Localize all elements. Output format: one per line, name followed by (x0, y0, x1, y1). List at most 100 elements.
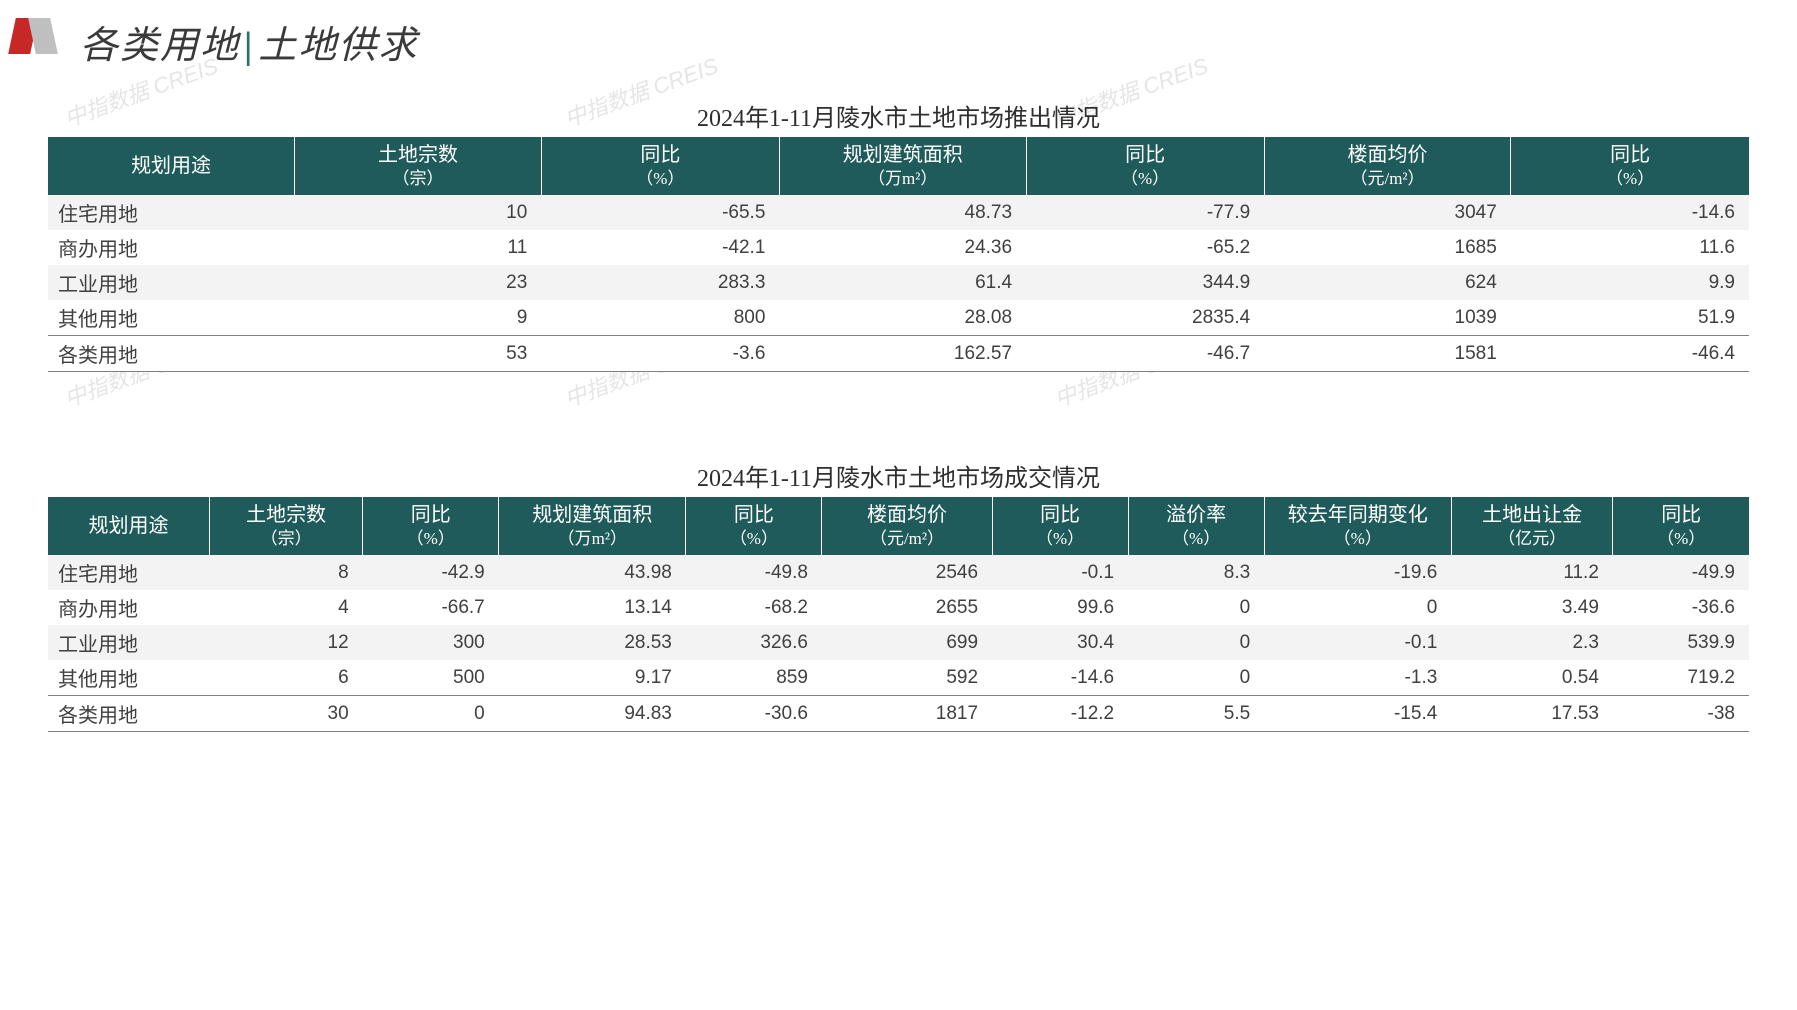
cell: 326.6 (686, 625, 822, 660)
cell: 0.54 (1451, 660, 1613, 696)
cell: -65.2 (1026, 230, 1264, 265)
cell: -12.2 (992, 696, 1128, 732)
cell: 11.2 (1451, 555, 1613, 590)
cell: 0 (1264, 590, 1451, 625)
column-header: 楼面均价（元/m²） (1264, 137, 1511, 195)
table-row: 商办用地11-42.124.36-65.2168511.6 (48, 230, 1749, 265)
cell: 0 (363, 696, 499, 732)
column-header: 同比（%） (363, 497, 499, 555)
cell: -49.9 (1613, 555, 1749, 590)
cell: -3.6 (541, 336, 779, 372)
table1-section: 2024年1-11月陵水市土地市场推出情况 规划用途土地宗数（宗）同比（%）规划… (48, 98, 1749, 372)
cell: 23 (295, 265, 542, 300)
cell: 2546 (822, 555, 992, 590)
cell: 8 (210, 555, 363, 590)
cell: -49.8 (686, 555, 822, 590)
column-header: 同比（%） (992, 497, 1128, 555)
column-header: 同比（%） (1511, 137, 1749, 195)
cell: 28.53 (499, 625, 686, 660)
column-header: 同比（%） (1026, 137, 1264, 195)
cell: 539.9 (1613, 625, 1749, 660)
column-header: 规划建筑面积（万m²） (779, 137, 1026, 195)
cell: -46.7 (1026, 336, 1264, 372)
row-label: 住宅用地 (48, 195, 295, 230)
cell: -42.1 (541, 230, 779, 265)
table-row: 其他用地980028.082835.4103951.9 (48, 300, 1749, 336)
column-header: 土地宗数（宗） (295, 137, 542, 195)
column-header: 规划用途 (48, 137, 295, 195)
cell: 719.2 (1613, 660, 1749, 696)
cell: 9 (295, 300, 542, 336)
cell: 11.6 (1511, 230, 1749, 265)
cell: 2.3 (1451, 625, 1613, 660)
cell: -14.6 (1511, 195, 1749, 230)
table-total-row: 各类用地53-3.6162.57-46.71581-46.4 (48, 336, 1749, 372)
table2-title: 2024年1-11月陵水市土地市场成交情况 (48, 458, 1749, 493)
cell: -15.4 (1264, 696, 1451, 732)
cell: 48.73 (779, 195, 1026, 230)
cell: 53 (295, 336, 542, 372)
cell: 344.9 (1026, 265, 1264, 300)
column-header: 土地宗数（宗） (210, 497, 363, 555)
table-row: 工业用地23283.361.4344.96249.9 (48, 265, 1749, 300)
cell: 859 (686, 660, 822, 696)
cell: 4 (210, 590, 363, 625)
cell: 12 (210, 625, 363, 660)
cell: 624 (1264, 265, 1511, 300)
cell: 9.17 (499, 660, 686, 696)
cell: 17.53 (1451, 696, 1613, 732)
cell: 24.36 (779, 230, 1026, 265)
table-total-row: 各类用地30094.83-30.61817-12.25.5-15.417.53-… (48, 696, 1749, 732)
cell: 30.4 (992, 625, 1128, 660)
table1-title: 2024年1-11月陵水市土地市场推出情况 (48, 98, 1749, 133)
cell: 0 (1128, 660, 1264, 696)
cell: 2655 (822, 590, 992, 625)
cell: 699 (822, 625, 992, 660)
cell: -36.6 (1613, 590, 1749, 625)
cell: 2835.4 (1026, 300, 1264, 336)
cell: 592 (822, 660, 992, 696)
column-header: 规划建筑面积（万m²） (499, 497, 686, 555)
cell: -65.5 (541, 195, 779, 230)
cell: -14.6 (992, 660, 1128, 696)
cell: 1817 (822, 696, 992, 732)
cell: 500 (363, 660, 499, 696)
cell: 3047 (1264, 195, 1511, 230)
row-label: 其他用地 (48, 660, 210, 696)
column-header: 同比（%） (1613, 497, 1749, 555)
title-right: 土地供求 (258, 25, 418, 67)
cell: -1.3 (1264, 660, 1451, 696)
column-header: 楼面均价（元/m²） (822, 497, 992, 555)
cell: 10 (295, 195, 542, 230)
cell: -19.6 (1264, 555, 1451, 590)
table2: 规划用途土地宗数（宗）同比（%）规划建筑面积（万m²）同比（%）楼面均价（元/m… (48, 497, 1749, 732)
cell: -30.6 (686, 696, 822, 732)
cell: 1039 (1264, 300, 1511, 336)
cell: 94.83 (499, 696, 686, 732)
column-header: 土地出让金（亿元） (1451, 497, 1613, 555)
row-label: 商办用地 (48, 590, 210, 625)
column-header: 同比（%） (541, 137, 779, 195)
cell: 1685 (1264, 230, 1511, 265)
cell: 30 (210, 696, 363, 732)
cell: -38 (1613, 696, 1749, 732)
table-row: 工业用地1230028.53326.669930.40-0.12.3539.9 (48, 625, 1749, 660)
cell: 800 (541, 300, 779, 336)
column-header: 规划用途 (48, 497, 210, 555)
column-header: 溢价率（%） (1128, 497, 1264, 555)
cell: 11 (295, 230, 542, 265)
table-row: 商办用地4-66.713.14-68.2265599.6003.49-36.6 (48, 590, 1749, 625)
row-label: 商办用地 (48, 230, 295, 265)
cell: -46.4 (1511, 336, 1749, 372)
row-label: 各类用地 (48, 696, 210, 732)
cell: -77.9 (1026, 195, 1264, 230)
cell: -66.7 (363, 590, 499, 625)
cell: 43.98 (499, 555, 686, 590)
cell: 6 (210, 660, 363, 696)
cell: 8.3 (1128, 555, 1264, 590)
row-label: 住宅用地 (48, 555, 210, 590)
cell: 283.3 (541, 265, 779, 300)
row-label: 各类用地 (48, 336, 295, 372)
page-title: 各类用地|土地供求 (80, 14, 418, 69)
cell: -0.1 (992, 555, 1128, 590)
